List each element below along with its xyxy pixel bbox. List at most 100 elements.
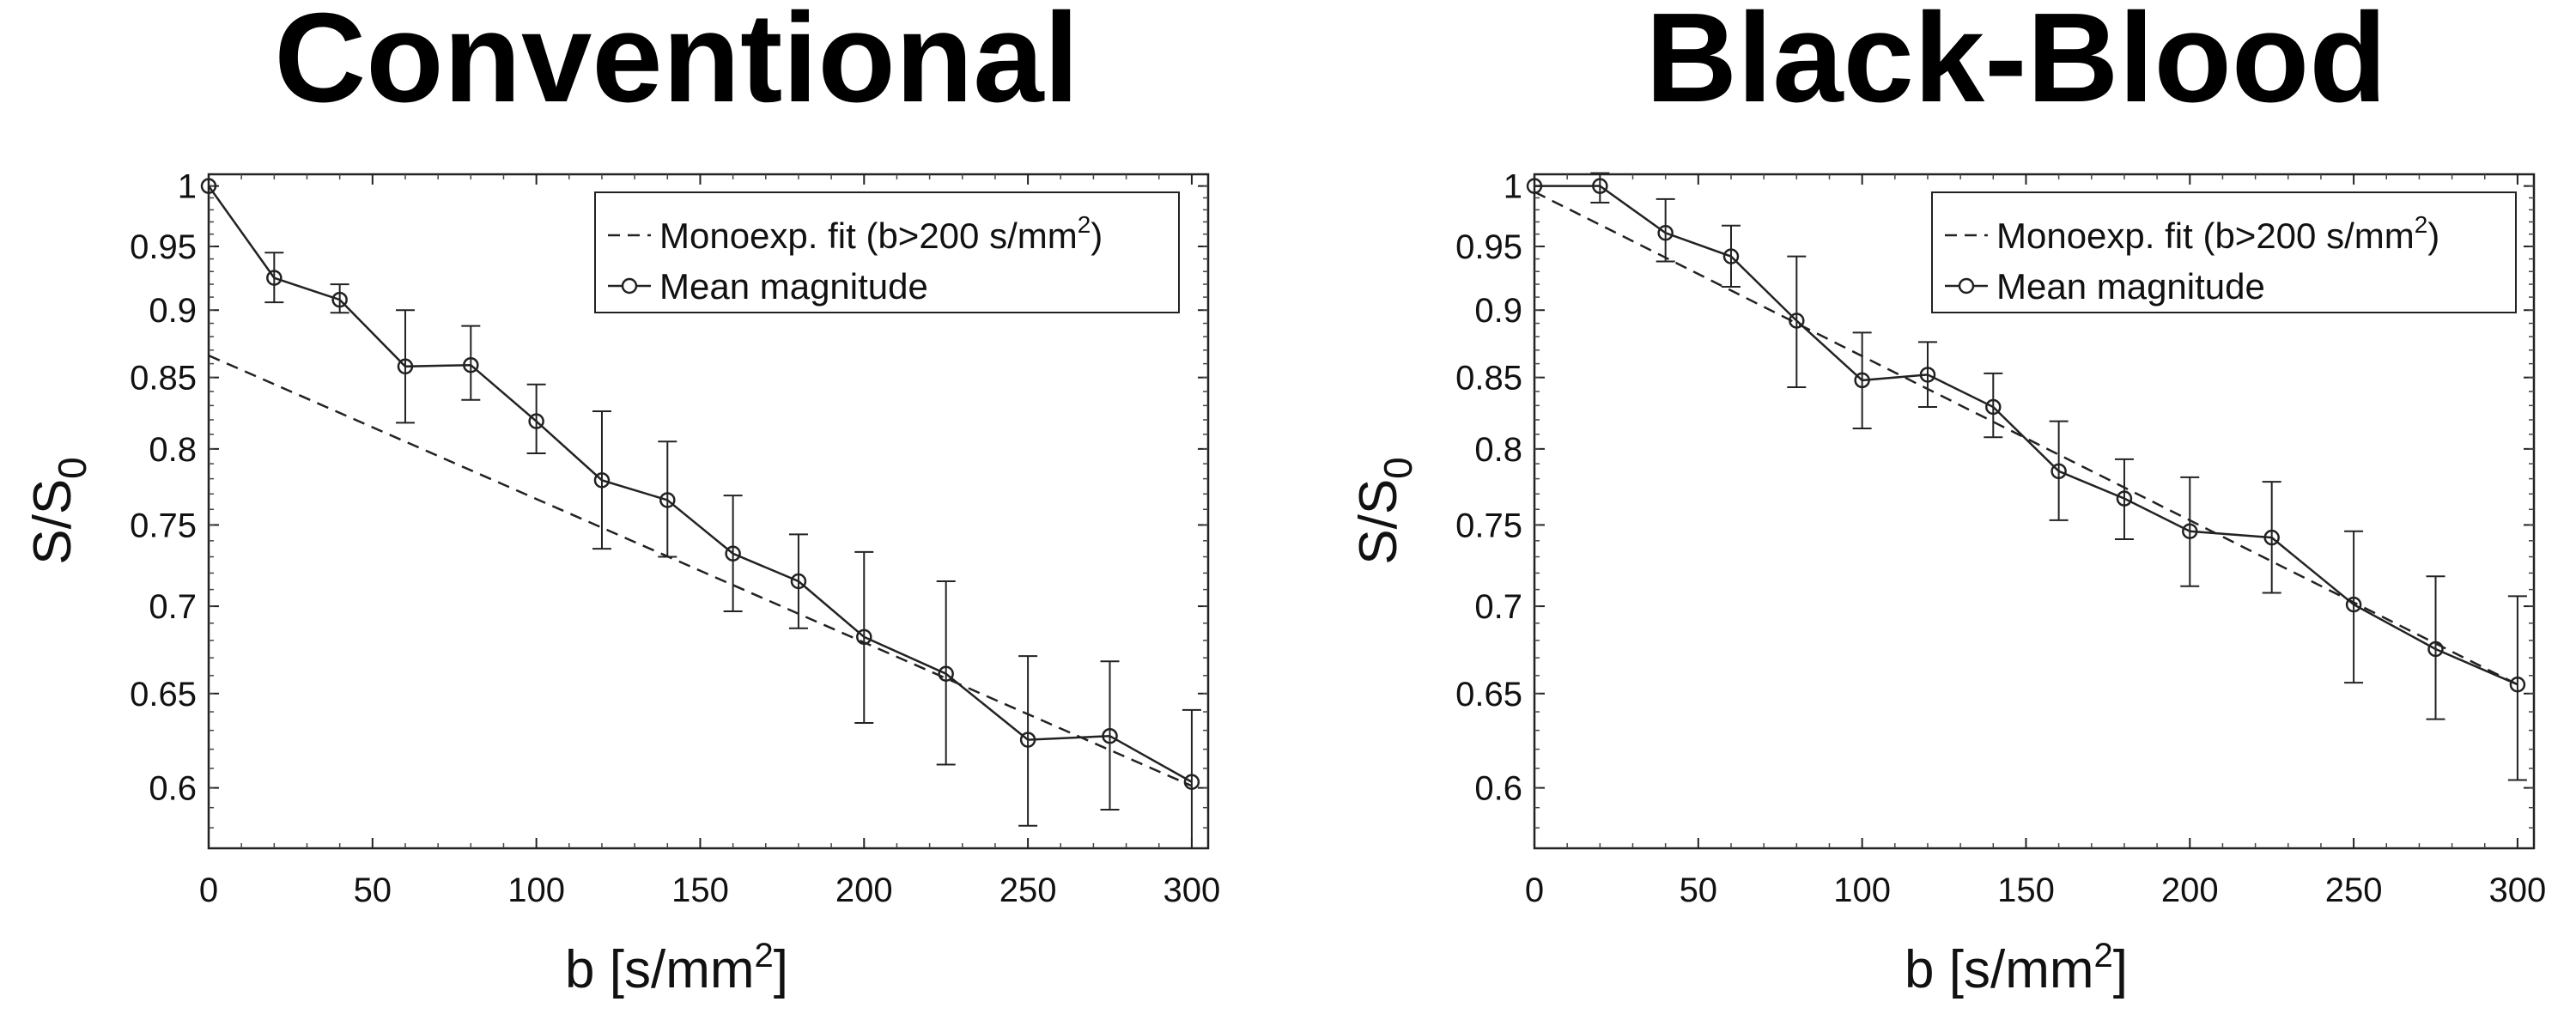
legend-label-mean: Mean magnitude <box>1996 266 2265 307</box>
x-axis: 0 50 100 150 200 250 300 <box>199 174 1220 909</box>
legend-label-mean: Mean magnitude <box>659 266 928 307</box>
y-tick-label: 1 <box>178 168 197 206</box>
x-axis-label: b [s/mm2] <box>1905 937 2128 999</box>
legend-fit-sup: 2 <box>1078 211 1091 238</box>
y-axis-label-text: S/S <box>1349 479 1408 565</box>
data-point <box>1183 774 1200 791</box>
legend-fit-end: ) <box>1091 216 1103 256</box>
data-point <box>938 665 954 683</box>
x-tick-label: 150 <box>671 871 729 909</box>
x-axis-label-end: ] <box>774 940 788 999</box>
x-axis-label-sup: 2 <box>2093 937 2112 975</box>
data-point <box>1789 313 1805 329</box>
y-tick-label: 0.75 <box>130 507 197 544</box>
data-point <box>1985 398 2002 416</box>
y-axis: 0.6 0.65 0.7 0.75 0.8 0.85 0.9 0.95 1 <box>130 168 1208 829</box>
x-axis: 0 50 100 150 200 250 300 <box>1525 174 2546 909</box>
y-tick-label: 0.65 <box>1455 676 1522 713</box>
data-point <box>593 472 611 489</box>
legend: Monoexp. fit (b>200 s/mm2) Mean magnitud… <box>594 191 1180 313</box>
y-axis-label: S/S0 <box>23 457 94 565</box>
x-tick-label: 50 <box>354 871 392 909</box>
x-tick-label: 100 <box>507 871 565 909</box>
data-point <box>2116 490 2133 507</box>
y-tick-label: 0.65 <box>130 676 197 713</box>
legend-fit-end: ) <box>2427 216 2439 256</box>
data-point <box>1657 224 1674 241</box>
y-tick-label: 0.95 <box>1455 228 1522 266</box>
y-axis: 0.6 0.65 0.7 0.75 0.8 0.85 0.9 0.95 1 <box>1455 168 2534 829</box>
y-tick-label: 0.6 <box>149 770 197 808</box>
series-layer <box>200 178 1201 848</box>
legend-label-fit: Monoexp. fit (b>200 s/mm2) <box>659 211 1103 256</box>
x-tick-label: 250 <box>999 871 1057 909</box>
data-point <box>1854 372 1870 389</box>
mean-line <box>207 185 1193 783</box>
data-point <box>2345 596 2362 613</box>
x-axis-label-text: b [s/mm <box>1905 940 2093 999</box>
x-tick-label: 0 <box>199 871 218 909</box>
data-point <box>200 178 217 194</box>
data-point <box>2427 641 2444 658</box>
data-point <box>790 573 807 590</box>
y-tick-label: 0.95 <box>130 228 197 266</box>
y-tick-label: 0.8 <box>1474 431 1522 469</box>
x-tick-label: 250 <box>2325 871 2383 909</box>
x-axis-label-end: ] <box>2113 940 2128 999</box>
x-axis-label-sup: 2 <box>754 937 773 975</box>
data-point <box>528 413 544 429</box>
mean-line <box>1534 185 2518 686</box>
x-tick-label: 0 <box>1525 871 1544 909</box>
y-tick-label: 0.75 <box>1455 507 1522 544</box>
legend: Monoexp. fit (b>200 s/mm2) Mean magnitud… <box>1931 191 2517 313</box>
x-tick-label: 150 <box>1997 871 2055 909</box>
chart-black-blood: Black-Blood 0.6 0.65 0.7 0.75 0.8 0.85 0.9 0.95… <box>1349 0 2546 999</box>
data-point <box>2182 523 2198 540</box>
chart-conventional: Conventional 0.6 0.65 0.7 0.75 0.8 0.85 0.9 0.9… <box>23 0 1220 999</box>
data-point <box>659 492 676 508</box>
data-point <box>331 291 348 308</box>
y-axis-label-sub: 0 <box>1376 457 1420 479</box>
x-tick-label: 200 <box>835 871 893 909</box>
y-tick-label: 0.85 <box>1455 360 1522 398</box>
y-tick-label: 0.9 <box>149 292 197 330</box>
series-layer <box>1526 172 2527 781</box>
y-axis-label-text: S/S <box>23 479 82 565</box>
x-tick-label: 200 <box>2161 871 2219 909</box>
y-axis-label: S/S0 <box>1349 457 1420 565</box>
y-tick-label: 1 <box>1504 168 1522 206</box>
y-tick-label: 0.85 <box>130 360 197 398</box>
data-point <box>1526 178 1543 194</box>
x-tick-label: 50 <box>1680 871 1718 909</box>
legend-box <box>1931 191 2517 313</box>
data-point <box>2509 677 2526 693</box>
data-point <box>1102 727 1118 744</box>
data-point <box>1919 367 1936 383</box>
x-axis-label: b [s/mm2] <box>565 937 788 999</box>
data-point <box>266 270 283 286</box>
data-point <box>463 356 479 373</box>
legend-marker-swatch <box>621 277 638 294</box>
data-point <box>1019 732 1036 748</box>
y-axis-label-sub: 0 <box>50 457 94 479</box>
legend-fit-text: Monoexp. fit (b>200 s/mm <box>1996 216 2415 256</box>
data-point <box>1722 248 1740 264</box>
y-tick-label: 0.7 <box>149 588 197 626</box>
x-axis-label-text: b [s/mm <box>565 940 754 999</box>
legend-label-fit: Monoexp. fit (b>200 s/mm2) <box>1996 211 2439 256</box>
data-point <box>2263 529 2280 546</box>
x-tick-label: 100 <box>1833 871 1891 909</box>
legend-fit-text: Monoexp. fit (b>200 s/mm <box>659 216 1078 256</box>
data-point <box>2050 463 2067 480</box>
chart-title: Conventional <box>274 0 1078 129</box>
data-point <box>397 358 414 375</box>
y-tick-label: 0.9 <box>1474 292 1522 330</box>
x-tick-label: 300 <box>1163 871 1221 909</box>
legend-box <box>594 191 1180 313</box>
y-tick-label: 0.8 <box>149 431 197 469</box>
legend-fit-sup: 2 <box>2415 211 2428 238</box>
data-point <box>856 628 872 646</box>
x-tick-label: 300 <box>2489 871 2547 909</box>
y-tick-label: 0.6 <box>1474 770 1522 808</box>
